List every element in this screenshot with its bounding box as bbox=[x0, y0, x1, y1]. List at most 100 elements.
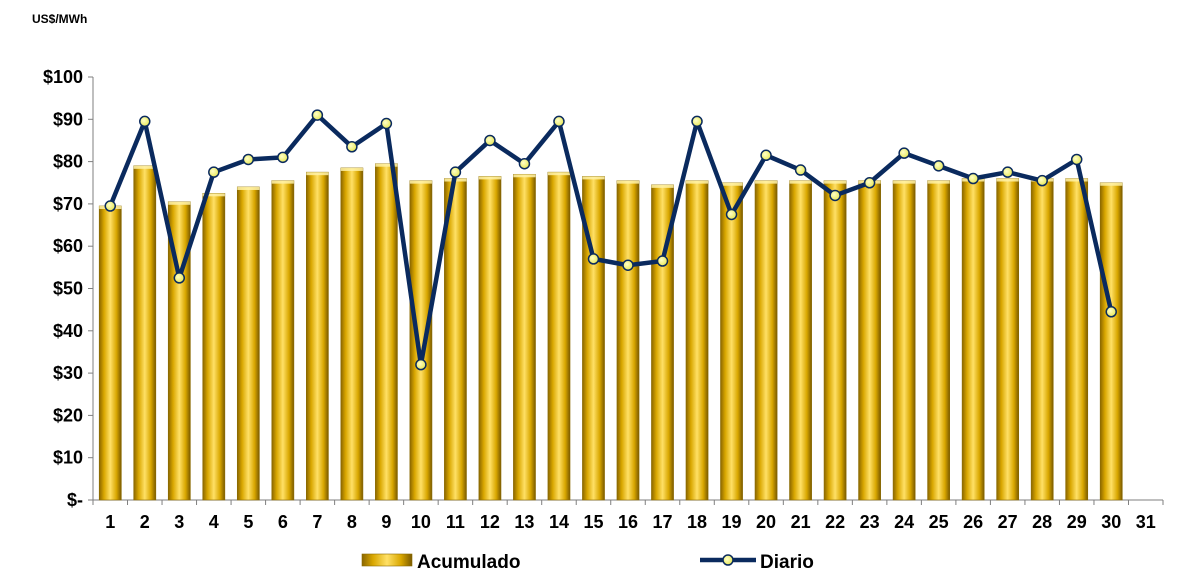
acumulado-bar bbox=[789, 180, 812, 501]
diario-point bbox=[104, 200, 117, 212]
x-tick-label: 13 bbox=[514, 512, 534, 532]
acumulado-bars bbox=[98, 163, 1123, 501]
acumulado-bar bbox=[1099, 182, 1123, 501]
y-tick-label: $80 bbox=[53, 152, 83, 172]
acumulado-bar bbox=[685, 180, 709, 501]
y-tick-label: $70 bbox=[53, 194, 83, 214]
acumulado-bar-top bbox=[616, 180, 640, 184]
acumulado-bar bbox=[133, 165, 157, 501]
acumulado-bar-top bbox=[893, 180, 916, 184]
legend-label-acumulado: Acumulado bbox=[417, 552, 520, 573]
acumulado-bar bbox=[202, 193, 226, 501]
x-tick-label: 1 bbox=[105, 512, 115, 532]
diario-point bbox=[932, 160, 945, 172]
acumulado-bar-top bbox=[651, 184, 674, 188]
acumulado-bar-top bbox=[271, 180, 294, 184]
diario-point bbox=[139, 115, 151, 128]
diario-point bbox=[208, 166, 220, 178]
acumulado-bar-top bbox=[340, 167, 363, 171]
x-tick-label: 29 bbox=[1067, 512, 1087, 532]
acumulado-bar-top bbox=[755, 180, 778, 184]
x-tick-label: 10 bbox=[411, 512, 431, 532]
acumulado-bar-body bbox=[271, 180, 295, 501]
y-tick-label: $100 bbox=[43, 67, 83, 87]
diario-point bbox=[656, 255, 669, 267]
y-tick-label: $30 bbox=[53, 363, 83, 383]
x-tick-label: 14 bbox=[549, 512, 569, 532]
acumulado-bar-top bbox=[547, 172, 571, 176]
diario-point bbox=[380, 117, 393, 130]
acumulado-bar bbox=[720, 182, 743, 501]
legend-swatch-acumulado bbox=[361, 553, 413, 567]
acumulado-bar bbox=[823, 180, 847, 501]
acumulado-bar-top bbox=[720, 182, 743, 186]
x-tick-label: 31 bbox=[1136, 512, 1156, 532]
acumulado-bar-body bbox=[236, 186, 260, 501]
acumulado-bar-body bbox=[616, 180, 640, 501]
x-tick-label: 19 bbox=[722, 512, 742, 532]
acumulado-bar-body bbox=[892, 180, 916, 501]
acumulado-bar bbox=[236, 186, 260, 501]
acumulado-bar-top bbox=[133, 165, 156, 169]
diario-point bbox=[449, 166, 462, 178]
acumulado-bar-top bbox=[582, 176, 605, 180]
acumulado-bar bbox=[858, 180, 881, 501]
acumulado-bar-top bbox=[996, 178, 1019, 182]
diario-point bbox=[794, 164, 807, 176]
legend-marker-diario bbox=[722, 554, 734, 566]
acumulado-bar-body bbox=[478, 176, 502, 501]
acumulado-bar-top bbox=[1100, 182, 1123, 186]
x-tick-label: 20 bbox=[756, 512, 776, 532]
diario-point bbox=[518, 157, 531, 170]
x-tick-label: 26 bbox=[963, 512, 983, 532]
diario-point bbox=[415, 358, 427, 371]
diario-point bbox=[311, 109, 324, 121]
acumulado-bar-top bbox=[478, 176, 501, 180]
acumulado-bar-body bbox=[1065, 178, 1089, 501]
diario-point bbox=[725, 208, 738, 221]
acumulado-bar-body bbox=[133, 165, 157, 501]
diario-line bbox=[108, 112, 1114, 367]
acumulado-bar-body bbox=[996, 178, 1020, 501]
x-tick-label: 6 bbox=[278, 512, 288, 532]
acumulado-bar bbox=[375, 163, 398, 501]
diario-point bbox=[587, 253, 600, 265]
acumulado-bar-top bbox=[168, 201, 191, 205]
x-tick-label: 12 bbox=[480, 512, 500, 532]
diario-point bbox=[1001, 166, 1014, 178]
acumulado-bar bbox=[340, 167, 364, 501]
acumulado-bar bbox=[996, 178, 1020, 501]
x-tick-label: 7 bbox=[312, 512, 322, 532]
acumulado-bar bbox=[927, 180, 950, 501]
diario-point bbox=[829, 189, 841, 202]
x-tick-label: 3 bbox=[174, 512, 184, 532]
y-tick-label: $10 bbox=[53, 448, 83, 468]
acumulado-bar bbox=[1030, 178, 1054, 501]
legend: Acumulado Diario bbox=[361, 552, 814, 573]
x-tick-label: 9 bbox=[381, 512, 391, 532]
diario-point bbox=[277, 151, 289, 164]
diario-point bbox=[1070, 153, 1083, 166]
x-tick-label: 8 bbox=[347, 512, 357, 532]
acumulado-bar-body bbox=[202, 193, 226, 501]
diario-line-series bbox=[104, 109, 1117, 371]
acumulado-bar-top bbox=[306, 172, 329, 176]
acumulado-bar-top bbox=[202, 193, 225, 197]
diario-point bbox=[691, 115, 703, 128]
acumulado-bar bbox=[513, 173, 536, 501]
x-tick-label: 5 bbox=[243, 512, 253, 532]
y-tick-label: $40 bbox=[53, 321, 83, 341]
diario-point bbox=[622, 259, 634, 271]
acumulado-bar bbox=[892, 180, 916, 501]
acumulado-bar-body bbox=[547, 171, 571, 501]
acumulado-bar-top bbox=[685, 180, 709, 184]
acumulado-bar-top bbox=[1065, 178, 1088, 182]
acumulado-bar bbox=[98, 205, 122, 501]
acumulado-bar-body bbox=[685, 180, 709, 501]
acumulado-bar-body bbox=[720, 182, 743, 501]
acumulado-bar-body bbox=[513, 173, 536, 501]
x-tick-label: 17 bbox=[653, 512, 673, 532]
diario-point bbox=[553, 115, 565, 128]
x-tick-label: 15 bbox=[583, 512, 603, 532]
